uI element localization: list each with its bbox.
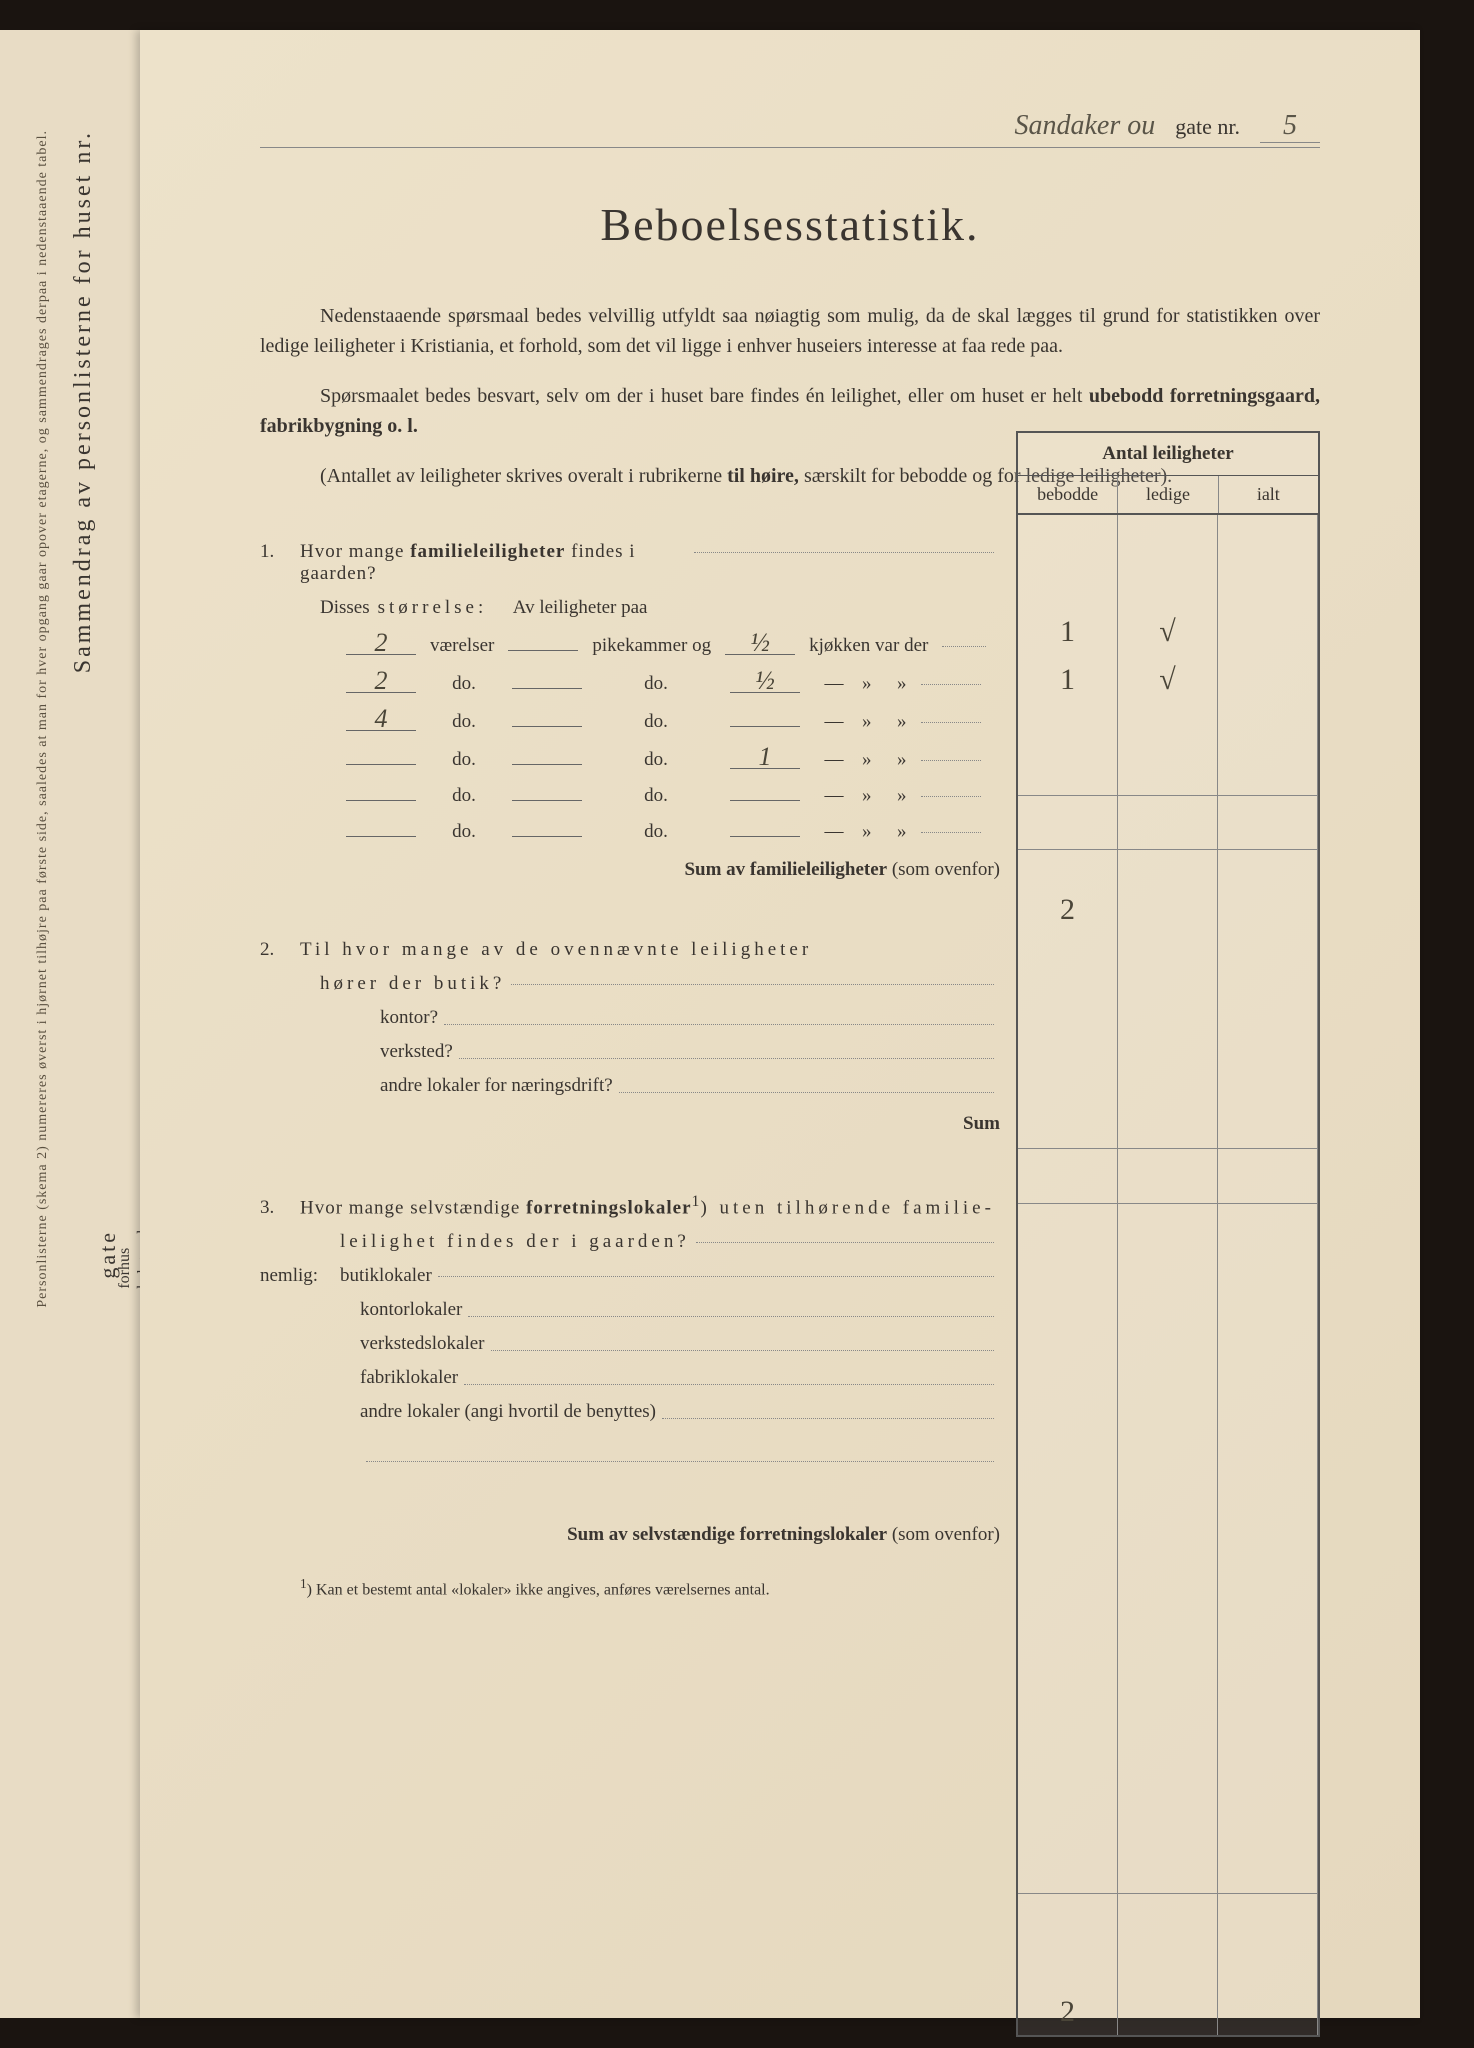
q1-number: 1. — [260, 541, 300, 563]
hw-value: ½ — [725, 633, 795, 655]
table-rule — [1018, 1148, 1318, 1149]
col-ledige: ledige — [1118, 476, 1218, 513]
table-header: Antal leiligheter — [1018, 433, 1318, 476]
table-rule — [1018, 1893, 1318, 1894]
q3-line2: leilighet findes der i gaarden? — [340, 1231, 1320, 1253]
cell-mark: √ — [1159, 615, 1175, 649]
gate-nr-label: gate nr. — [1175, 114, 1240, 140]
forhus-text: forhus — [116, 1248, 133, 1289]
col-ialt: ialt — [1219, 476, 1318, 513]
intro-paragraph-1: Nedenstaaende spørsmaal bedes velvillig … — [260, 301, 1320, 361]
hw-value: 4 — [346, 709, 416, 731]
question-2: 2. Til hvor mange av de ovennævnte leili… — [260, 939, 1320, 961]
q3-text: Hvor mange selvstændige forretningslokal… — [300, 1193, 1320, 1219]
q3-nemlig: nemlig: butiklokaler — [260, 1265, 1320, 1287]
question-3: 3. Hvor mange selvstændige forretningslo… — [260, 1193, 1320, 1219]
hw-value: 1 — [730, 747, 800, 769]
left-vertical-subtitle: Personlisterne (skema 2) numereres øvers… — [35, 130, 51, 1308]
hw-value: 2 — [346, 633, 416, 655]
page-background: Sammendrag av personlisterne for huset n… — [0, 0, 1474, 2048]
table-rule — [1018, 849, 1318, 850]
cell-sum-final: 2 — [1060, 1995, 1075, 2029]
gate-number: 5 — [1260, 110, 1320, 143]
hw-value — [512, 764, 582, 765]
hw-value: 2 — [346, 671, 416, 693]
cell-sum1: 2 — [1060, 893, 1075, 927]
q2-text: Til hvor mange av de ovennævnte leilighe… — [300, 939, 1320, 961]
cell-mark: 1 — [1060, 615, 1075, 649]
street-name-handwritten: Sandaker ou — [1014, 110, 1155, 142]
dotted-leader — [694, 552, 994, 553]
q3-number: 3. — [260, 1197, 300, 1219]
hw-value — [508, 650, 578, 651]
cell-mark: 1 — [1060, 663, 1075, 697]
question-1: 1. Hvor mange familieleiligheter findes … — [260, 541, 1320, 585]
left-vertical-title: Sammendrag av personlisterne for huset n… — [70, 130, 97, 673]
main-document-page: Sandaker ou gate nr. 5 Beboelsesstatisti… — [140, 30, 1420, 2018]
q2-number: 2. — [260, 939, 300, 961]
page-title: Beboelsesstatistik. — [260, 198, 1320, 251]
table-column-headers: bebodde ledige ialt — [1018, 476, 1318, 515]
hw-value — [512, 726, 582, 727]
left-page-strip: Sammendrag av personlisterne for huset n… — [0, 30, 141, 2018]
col-bebodde: bebodde — [1018, 476, 1118, 513]
cell-mark: √ — [1159, 663, 1175, 697]
questions-section: Antal leiligheter bebodde ledige ialt 1 … — [260, 541, 1320, 1546]
hw-value — [730, 726, 800, 727]
hw-value — [512, 688, 582, 689]
q1-text: Hvor mange familieleiligheter findes i g… — [300, 541, 688, 585]
hw-value — [346, 764, 416, 765]
hw-value: ½ — [730, 671, 800, 693]
table-rule — [1018, 795, 1318, 796]
q2-line2: hører der butik? — [320, 973, 1320, 995]
header-address-line: Sandaker ou gate nr. 5 — [260, 110, 1320, 148]
